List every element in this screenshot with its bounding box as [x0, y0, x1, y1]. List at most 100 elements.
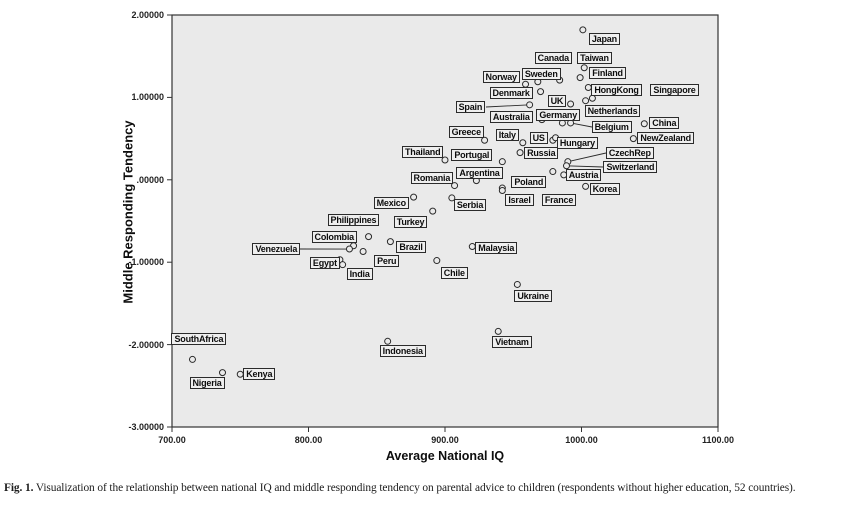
data-point: [537, 88, 545, 96]
country-label: NewZealand: [637, 131, 694, 144]
country-label: Sweden: [521, 67, 561, 80]
country-label: Mexico: [373, 197, 409, 210]
data-point: [549, 168, 557, 176]
data-point: [582, 97, 590, 105]
y-tick-label: 1.00000: [131, 92, 164, 103]
country-label: Singapore: [650, 84, 699, 97]
country-label: CzechRep: [605, 146, 654, 159]
data-point: [359, 247, 367, 255]
x-tick-label: 700.00: [158, 435, 186, 445]
country-label: Korea: [589, 183, 621, 196]
label-connector-line: [570, 122, 593, 128]
country-label: Netherlands: [584, 104, 641, 117]
country-label: Vietnam: [492, 336, 532, 349]
data-point: [386, 238, 394, 246]
data-point: [562, 162, 570, 170]
country-label: Indonesia: [379, 345, 426, 358]
y-tick-label: -1.00000: [128, 257, 164, 268]
country-label: Chile: [440, 266, 468, 279]
data-point: [429, 207, 437, 215]
data-point: [516, 149, 524, 157]
country-label: Romania: [410, 171, 454, 184]
x-axis-title: Average National IQ: [385, 449, 505, 463]
country-label: Austria: [565, 168, 602, 181]
country-label: Greece: [448, 126, 484, 139]
country-label: Poland: [511, 176, 547, 189]
country-label: Norway: [482, 71, 520, 84]
data-point: [580, 64, 588, 72]
country-label: US: [529, 131, 548, 144]
label-connector-line: [485, 104, 530, 108]
data-point: [384, 337, 392, 345]
plot-area: [171, 14, 719, 428]
country-label: Australia: [489, 110, 533, 123]
data-point: [640, 120, 648, 128]
country-label: Portugal: [451, 148, 493, 161]
figure-caption: Fig. 1. Visualization of the relationshi…: [4, 482, 852, 494]
country-label: HongKong: [591, 83, 642, 96]
data-point: [410, 193, 418, 201]
data-point: [519, 139, 527, 147]
data-point: [498, 158, 506, 166]
country-label: Serbia: [453, 198, 487, 211]
data-point: [188, 355, 196, 363]
data-point: [498, 187, 506, 195]
data-point: [494, 327, 502, 335]
country-label: Venezuela: [252, 243, 301, 256]
figure-caption-text: Visualization of the relationship betwee…: [33, 482, 796, 494]
data-point: [588, 94, 596, 102]
data-point: [448, 194, 456, 202]
y-tick-label: -2.00000: [128, 339, 164, 350]
country-label: Turkey: [393, 216, 428, 229]
y-tick-label: -3.00000: [128, 422, 164, 432]
x-tick-label: 1100.00: [701, 435, 735, 445]
country-label: Italy: [495, 128, 519, 141]
label-connector-line: [566, 165, 604, 168]
country-label: Philippines: [327, 213, 380, 226]
data-point: [365, 233, 373, 241]
country-label: Taiwan: [577, 51, 612, 64]
y-tick-label: .00000: [136, 174, 164, 185]
country-label: Germany: [536, 108, 580, 121]
country-label: Switzerland: [603, 160, 658, 173]
country-label: Canada: [534, 52, 572, 65]
country-label: Spain: [455, 100, 486, 113]
data-point: [441, 156, 449, 164]
country-label: France: [541, 193, 577, 206]
x-tick-label: 800.00: [294, 435, 323, 445]
country-label: Egypt: [309, 256, 340, 269]
scatter-chart: Middle Responding Tendency Average Natio…: [120, 10, 735, 463]
country-label: Brazil: [396, 240, 426, 253]
country-label: Nigeria: [189, 376, 225, 389]
country-label: Thailand: [402, 146, 444, 159]
data-point: [629, 135, 637, 143]
country-label: UK: [547, 94, 567, 107]
data-point: [451, 182, 459, 190]
country-label: Russia: [524, 146, 559, 159]
data-point: [582, 182, 590, 190]
data-point: [513, 280, 521, 288]
country-label: Colombia: [311, 230, 357, 243]
country-label: Malaysia: [475, 241, 518, 254]
country-label: Denmark: [489, 86, 533, 99]
country-label: Israel: [505, 193, 534, 206]
data-point: [526, 101, 534, 109]
data-point: [579, 26, 587, 34]
country-label: India: [346, 267, 373, 280]
data-point: [576, 74, 584, 82]
y-tick-label: 2.00000: [131, 10, 164, 20]
country-label: Kenya: [243, 368, 276, 381]
country-label: SouthAfrica: [171, 333, 227, 346]
country-label: Belgium: [591, 120, 632, 133]
country-label: Japan: [588, 32, 620, 45]
country-label: Ukraine: [514, 290, 552, 303]
data-point: [567, 100, 575, 108]
country-label: Hungary: [556, 137, 598, 150]
country-label: Peru: [374, 255, 400, 268]
data-point: [345, 245, 353, 253]
x-tick-label: 900.00: [431, 435, 459, 445]
x-tick-label: 1000.00: [565, 435, 598, 445]
data-point: [339, 261, 347, 269]
country-label: Argentina: [456, 166, 503, 179]
y-axis-title: Middle Responding Tendency: [120, 120, 136, 304]
